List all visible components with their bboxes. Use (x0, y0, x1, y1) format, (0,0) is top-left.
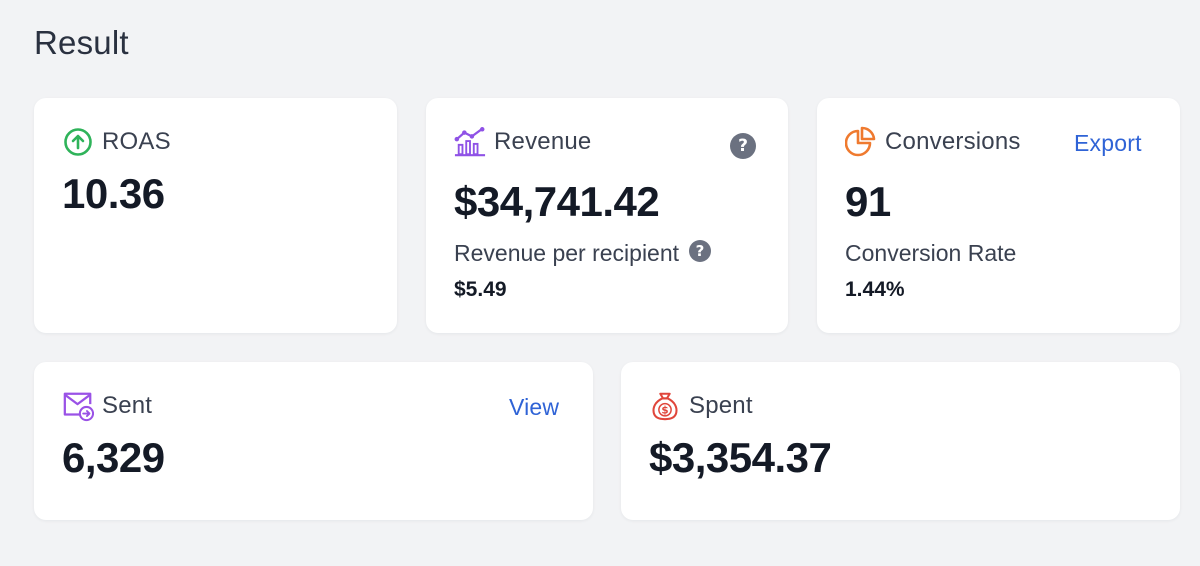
sent-card-header: Sent (62, 390, 152, 422)
revenue-per-recipient-row: Revenue per recipient ? (454, 239, 712, 267)
export-link[interactable]: Export (1074, 130, 1142, 156)
conversion-rate-value: 1.44% (845, 278, 905, 301)
svg-text:$: $ (661, 405, 668, 417)
roas-card: ROAS 10.36 (34, 98, 397, 333)
sent-card: Sent View 6,329 (34, 362, 593, 520)
conversions-card: Conversions Export 91 Conversion Rate 1.… (817, 98, 1180, 333)
roas-card-header: ROAS (62, 126, 171, 158)
mail-send-icon (62, 390, 94, 422)
arrow-up-circle-icon (62, 126, 94, 158)
conversions-value: 91 (845, 178, 891, 225)
spent-card-header: $ Spent (649, 390, 753, 422)
pie-chart-icon (845, 126, 877, 158)
revenue-help-icon[interactable]: ? (730, 133, 756, 159)
conversion-rate-label: Conversion Rate (845, 240, 1017, 266)
spent-card: $ Spent $3,354.37 (621, 362, 1180, 520)
spent-value: $3,354.37 (649, 434, 832, 481)
bar-chart-trend-icon (454, 126, 486, 158)
spent-label: Spent (689, 392, 753, 419)
revenue-card-header: Revenue (454, 126, 591, 158)
conversions-label: Conversions (885, 128, 1021, 155)
revenue-per-recipient-value: $5.49 (454, 278, 507, 301)
revenue-label: Revenue (494, 128, 592, 155)
roas-value: 10.36 (62, 170, 165, 217)
revenue-card: Revenue ? $34,741.42 Revenue per recipie… (426, 98, 788, 333)
revenue-per-recipient-help-icon[interactable]: ? (689, 239, 712, 262)
page-title: Result (34, 24, 129, 61)
sent-value: 6,329 (62, 434, 165, 481)
conversions-card-header: Conversions (845, 126, 1021, 158)
view-link[interactable]: View (509, 394, 560, 420)
revenue-per-recipient-label: Revenue per recipient (454, 240, 680, 266)
revenue-value: $34,741.42 (454, 178, 660, 225)
sent-label: Sent (102, 392, 153, 419)
money-bag-icon: $ (649, 390, 681, 422)
roas-label: ROAS (102, 128, 171, 155)
